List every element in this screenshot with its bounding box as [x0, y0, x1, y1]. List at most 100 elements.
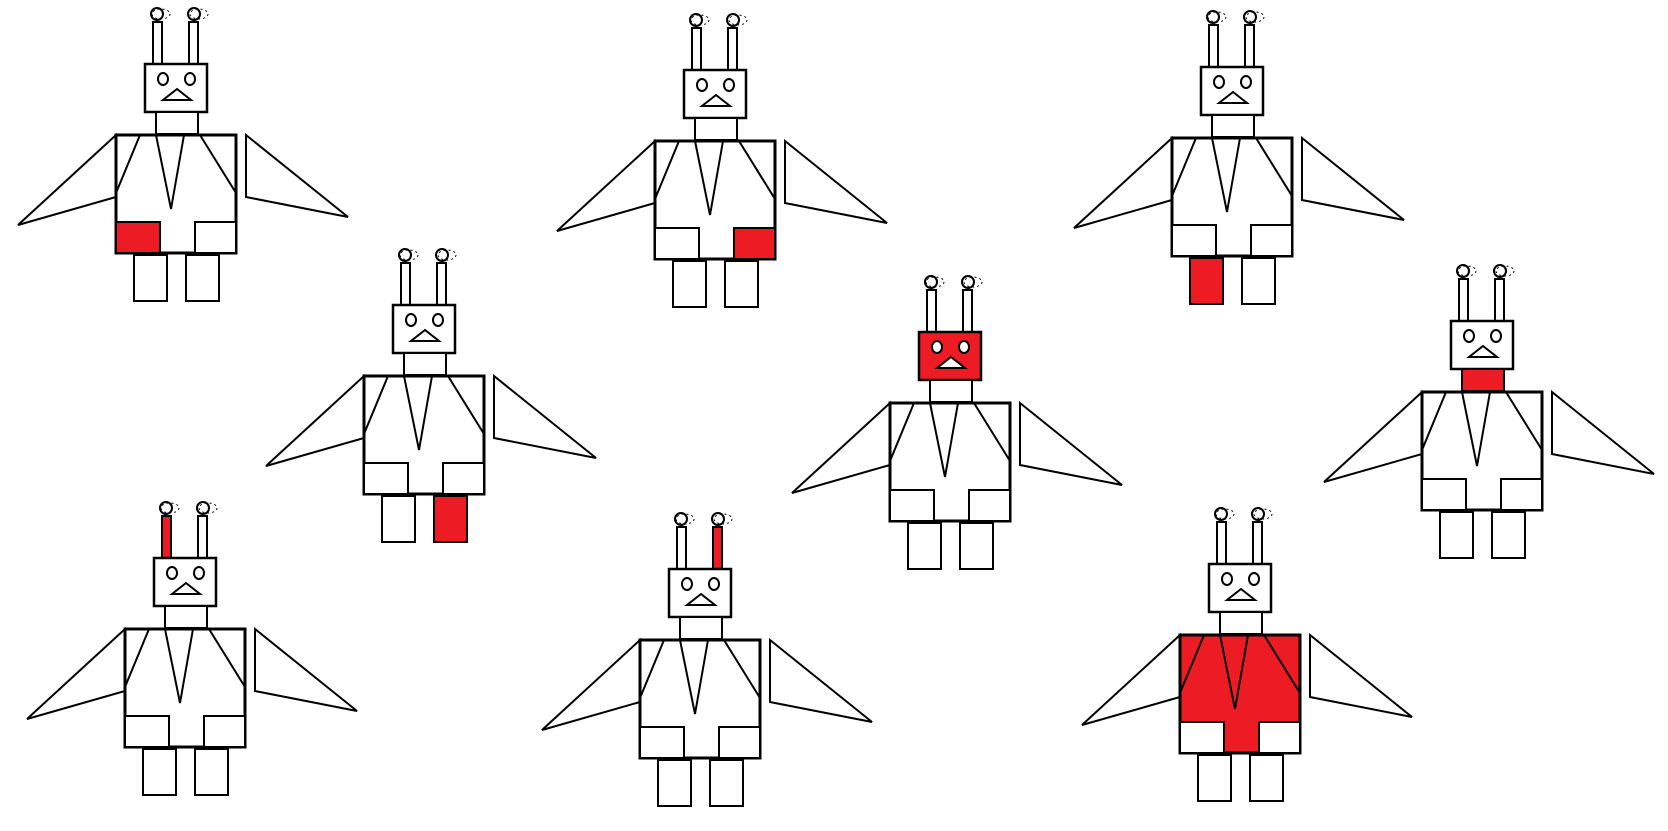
head	[669, 569, 731, 617]
left-wing	[1074, 138, 1172, 228]
right-lapel	[739, 141, 775, 199]
head	[1451, 321, 1513, 369]
right-antenna-halo	[729, 15, 747, 25]
robot-9	[1082, 508, 1412, 801]
right-leg	[960, 523, 993, 569]
right-wing	[1552, 392, 1654, 474]
head	[145, 64, 207, 112]
left-leg	[908, 523, 941, 569]
mouth	[702, 95, 730, 106]
neck	[1220, 612, 1262, 634]
left-wing	[542, 640, 640, 730]
left-eye	[167, 567, 177, 579]
right-pocket	[1251, 225, 1292, 256]
mouth	[163, 89, 191, 100]
right-wing	[1020, 403, 1122, 485]
left-wing	[18, 135, 116, 225]
right-wing	[255, 629, 357, 711]
left-pocket	[1422, 479, 1466, 510]
right-eye	[709, 578, 719, 590]
left-wing	[1324, 392, 1422, 482]
right-antenna-halo	[199, 503, 217, 513]
right-antenna-tip	[1252, 508, 1264, 520]
right-pocket	[1259, 722, 1300, 753]
right-leg	[195, 749, 228, 795]
left-eye	[406, 314, 416, 326]
head	[154, 558, 216, 606]
collar-v	[404, 376, 432, 450]
right-wing	[785, 141, 887, 223]
right-leg	[434, 496, 467, 542]
right-pocket	[1501, 479, 1542, 510]
right-wing	[1310, 635, 1412, 717]
left-antenna-halo	[400, 250, 418, 260]
right-lapel	[1264, 635, 1300, 693]
right-antenna-halo	[1254, 509, 1272, 519]
left-eye	[682, 578, 692, 590]
left-lapel	[1172, 138, 1196, 196]
right-wing	[246, 135, 348, 217]
left-eye	[697, 79, 707, 91]
right-antenna-tip	[962, 276, 974, 288]
right-eye	[433, 314, 443, 326]
right-antenna-tip	[1244, 11, 1256, 23]
right-lapel	[724, 640, 760, 698]
right-leg	[186, 255, 219, 301]
left-antenna-halo	[1216, 509, 1234, 519]
left-pocket	[890, 490, 934, 521]
mouth	[411, 330, 439, 341]
left-pocket	[640, 727, 684, 758]
collar-v	[680, 640, 708, 714]
right-eye	[185, 73, 195, 85]
left-leg	[143, 749, 176, 795]
head	[919, 332, 981, 380]
robot-5	[792, 276, 1122, 569]
right-eye	[959, 341, 969, 353]
right-antenna-tip	[712, 513, 724, 525]
collar-v	[1220, 635, 1248, 709]
right-lapel	[1506, 392, 1542, 450]
left-antenna-halo	[691, 15, 709, 25]
right-lapel	[209, 629, 245, 687]
head	[1209, 564, 1271, 612]
right-antenna-halo	[964, 277, 982, 287]
neck	[156, 112, 198, 134]
left-lapel	[890, 403, 914, 461]
neck	[404, 353, 446, 375]
collar-v	[1462, 392, 1490, 466]
collar-v	[156, 135, 184, 209]
right-wing	[494, 376, 596, 458]
left-lapel	[1180, 635, 1204, 693]
left-lapel	[116, 135, 140, 193]
right-lapel	[974, 403, 1010, 461]
mouth	[172, 583, 200, 594]
robot-7	[27, 502, 357, 795]
neck	[680, 617, 722, 639]
mouth	[937, 357, 965, 368]
right-antenna-tip	[727, 14, 739, 26]
left-eye	[1214, 76, 1224, 88]
neck	[695, 118, 737, 140]
head	[684, 70, 746, 118]
left-antenna-halo	[152, 9, 170, 19]
left-pocket	[116, 222, 160, 253]
right-eye	[1249, 573, 1259, 585]
right-pocket	[443, 463, 484, 494]
left-wing	[1082, 635, 1180, 725]
right-pocket	[204, 716, 245, 747]
right-antenna-tip	[1494, 265, 1506, 277]
left-pocket	[364, 463, 408, 494]
right-pocket	[969, 490, 1010, 521]
right-lapel	[200, 135, 236, 193]
right-antenna-halo	[190, 9, 208, 19]
left-pocket	[655, 228, 699, 259]
right-eye	[724, 79, 734, 91]
right-wing	[1302, 138, 1404, 220]
right-leg	[725, 261, 758, 307]
left-leg	[382, 496, 415, 542]
right-pocket	[734, 228, 775, 259]
right-leg	[1242, 258, 1275, 304]
left-pocket	[125, 716, 169, 747]
left-pocket	[1180, 722, 1224, 753]
